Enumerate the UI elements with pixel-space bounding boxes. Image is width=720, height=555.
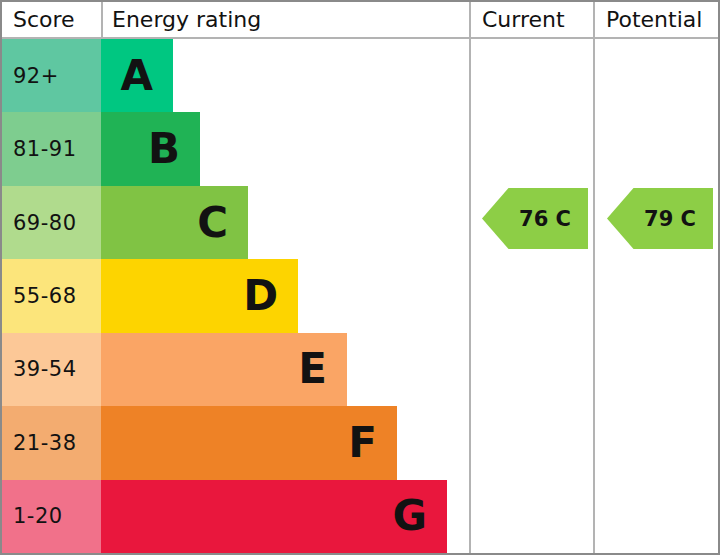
band-row-a: 92+ A (2, 39, 718, 112)
band-bar: F (101, 406, 397, 479)
band-letter: G (393, 495, 427, 537)
band-bar: E (101, 333, 347, 406)
band-letter: B (148, 128, 180, 170)
band-letter: C (197, 202, 228, 244)
band-score-label: 1-20 (13, 504, 63, 528)
band-score-label: 81-91 (13, 137, 77, 161)
band-score-label: 21-38 (13, 431, 77, 455)
band-letter: F (348, 422, 377, 464)
band-bar: B (101, 112, 200, 185)
band-score-cell: 69-80 (2, 186, 101, 259)
band-score-cell: 1-20 (2, 480, 101, 553)
band-row-b: 81-91 B (2, 112, 718, 185)
band-score-label: 92+ (13, 64, 59, 88)
band-bar: C (101, 186, 248, 259)
band-letter: D (243, 275, 278, 317)
score-column-divider (101, 2, 103, 37)
band-row-g: 1-20 G (2, 480, 718, 553)
band-score-cell: 81-91 (2, 112, 101, 185)
header-energy-rating-label: Energy rating (112, 2, 261, 37)
band-rows: 92+ A 81-91 B 69-80 C 55-68 (2, 39, 718, 553)
band-bar: G (101, 480, 447, 553)
header-current-label: Current (482, 2, 565, 37)
band-score-label: 69-80 (13, 211, 77, 235)
band-row-d: 55-68 D (2, 259, 718, 332)
band-score-label: 55-68 (13, 284, 77, 308)
band-letter: A (120, 55, 153, 97)
current-rating-value: 76 C (519, 207, 571, 231)
band-score-cell: 39-54 (2, 333, 101, 406)
band-bar: D (101, 259, 298, 332)
band-score-cell: 92+ (2, 39, 101, 112)
band-row-e: 39-54 E (2, 333, 718, 406)
band-bar: A (101, 39, 173, 112)
band-row-f: 21-38 F (2, 406, 718, 479)
epc-rating-chart: Score Energy rating Current Potential 92… (0, 0, 720, 555)
potential-rating-value: 79 C (644, 207, 696, 231)
band-letter: E (298, 348, 327, 390)
header-score-label: Score (13, 2, 75, 37)
band-score-cell: 55-68 (2, 259, 101, 332)
band-score-label: 39-54 (13, 357, 77, 381)
header-potential-label: Potential (606, 2, 702, 37)
band-score-cell: 21-38 (2, 406, 101, 479)
